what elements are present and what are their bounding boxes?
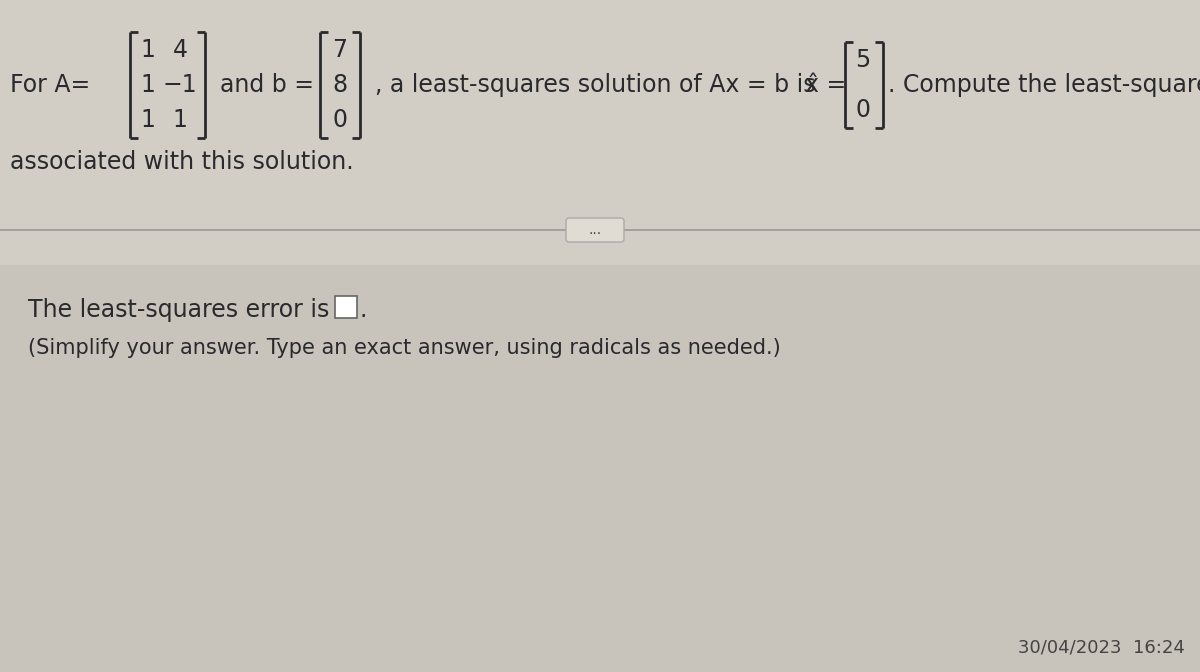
- Text: −1: −1: [163, 73, 197, 97]
- Text: 5: 5: [856, 48, 871, 72]
- Text: 8: 8: [332, 73, 348, 97]
- Text: and b =: and b =: [220, 73, 314, 97]
- Bar: [0, 0, 1200, 265]
- Text: The least-squares error is: The least-squares error is: [28, 298, 337, 322]
- Text: 1: 1: [173, 108, 187, 132]
- Text: 0: 0: [856, 98, 870, 122]
- Text: . Compute the least-squares error: . Compute the least-squares error: [888, 73, 1200, 97]
- FancyBboxPatch shape: [566, 218, 624, 242]
- Text: .: .: [360, 298, 367, 322]
- Text: 7: 7: [332, 38, 348, 62]
- Text: x̂ =: x̂ =: [805, 73, 846, 97]
- Text: (Simplify your answer. Type an exact answer, using radicals as needed.): (Simplify your answer. Type an exact ans…: [28, 338, 781, 358]
- Text: ...: ...: [588, 223, 601, 237]
- Bar: [0, 265, 1200, 672]
- Text: 1: 1: [140, 73, 156, 97]
- Text: 1: 1: [140, 108, 156, 132]
- Text: 0: 0: [332, 108, 348, 132]
- Text: 4: 4: [173, 38, 187, 62]
- Text: , a least-squares solution of Ax = b is: , a least-squares solution of Ax = b is: [374, 73, 823, 97]
- Text: 1: 1: [140, 38, 156, 62]
- Text: 30/04/2023  16:24: 30/04/2023 16:24: [1018, 639, 1186, 657]
- Text: associated with this solution.: associated with this solution.: [10, 150, 354, 174]
- FancyBboxPatch shape: [335, 296, 358, 318]
- Text: For A=: For A=: [10, 73, 90, 97]
